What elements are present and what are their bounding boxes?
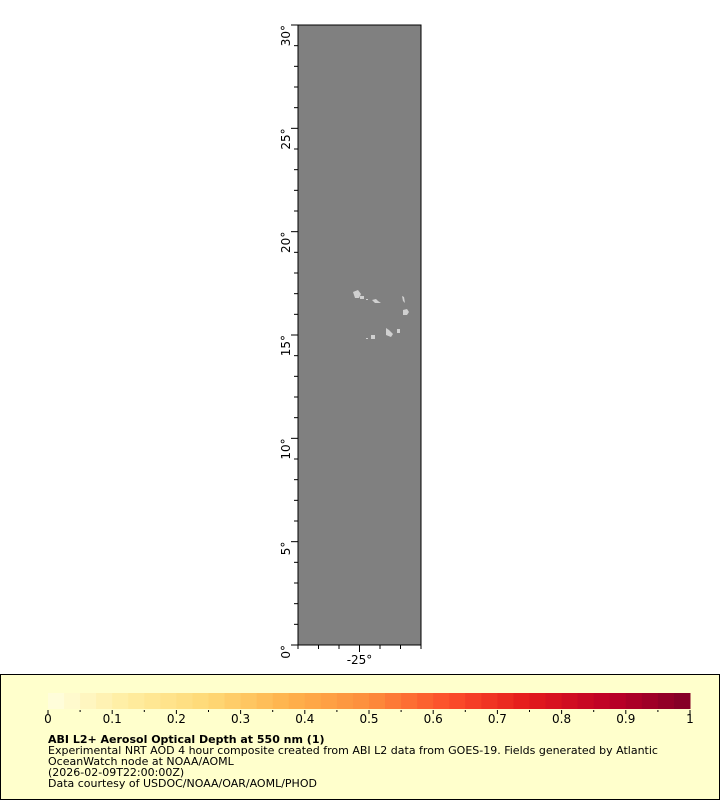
lat-tick-label: 5° — [279, 542, 293, 556]
colorbar-tick-label: 0.5 — [359, 712, 378, 726]
colorbar-segment — [545, 693, 563, 709]
colorbar-segment — [304, 693, 322, 709]
colorbar-segment — [609, 693, 627, 709]
colorbar-segment — [320, 693, 338, 709]
colorbar-segment — [385, 693, 402, 709]
colorbar-segment — [160, 693, 177, 709]
colorbar-segment — [192, 693, 209, 709]
colorbar-segment — [481, 693, 498, 709]
colorbar-tick-label: 0.6 — [424, 712, 443, 726]
colorbar-tick-label: 0.2 — [167, 712, 186, 726]
island — [371, 335, 375, 339]
colorbar-segment — [625, 693, 643, 709]
colorbar-segment — [80, 693, 97, 709]
map-plot: 0° 5° 10° 15° 20° 25° 30° -25° — [279, 24, 422, 667]
colorbar-segment — [352, 693, 370, 709]
colorbar-segment — [288, 693, 306, 709]
colorbar-segment — [208, 693, 226, 709]
island — [366, 338, 368, 339]
colorbar-segment — [369, 693, 386, 709]
island — [402, 296, 405, 303]
colorbar-segment — [497, 693, 514, 709]
ocean-area — [297, 24, 422, 646]
island — [353, 290, 361, 298]
colorbar-segment — [577, 693, 595, 709]
legend-title: ABI L2+ Aerosol Optical Depth at 550 nm … — [48, 733, 325, 746]
colorbar-segment — [272, 693, 290, 709]
legend-panel: 0 0.1 0.2 0.3 0.4 0.5 0.6 0.7 0.8 0.9 1 ABI L2+ Ae… — [0, 674, 720, 800]
lat-tick-label: 10° — [279, 438, 293, 459]
lat-tick-label: 20° — [279, 232, 293, 253]
colorbar-segment — [224, 693, 242, 709]
legend-time: (2026-02-09T22:00:00Z) — [48, 766, 185, 779]
lat-tick-label: 25° — [279, 128, 293, 149]
legend-description: Experimental NRT AOD 4 hour composite cr… — [48, 744, 658, 757]
colorbar-segment — [513, 693, 530, 709]
lon-tick-label: -25° — [347, 653, 373, 667]
colorbar-segment — [673, 693, 691, 709]
island — [372, 299, 381, 303]
colorbar-tick-label: 1 — [686, 712, 694, 726]
colorbar-segment — [336, 693, 354, 709]
colorbar-tick-label: 0 — [44, 712, 52, 726]
colorbar-segment — [256, 693, 274, 709]
colorbar-segment — [128, 693, 145, 709]
colorbar-segment — [449, 693, 466, 709]
colorbar-segment — [401, 693, 418, 709]
colorbar-segment — [433, 693, 450, 709]
colorbar-segment — [240, 693, 258, 709]
colorbar-segment — [48, 693, 65, 709]
lat-tick-label: 30° — [279, 25, 293, 46]
island — [360, 296, 364, 299]
colorbar: 0 0.1 0.2 0.3 0.4 0.5 0.6 0.7 0.8 0.9 1 — [44, 693, 694, 726]
island — [386, 328, 393, 337]
colorbar-segment — [465, 693, 482, 709]
island — [403, 309, 409, 315]
colorbar-segment — [144, 693, 161, 709]
colorbar-segment — [64, 693, 81, 709]
colorbar-segment — [529, 693, 547, 709]
colorbar-tick-label: 0.7 — [488, 712, 507, 726]
colorbar-segment — [657, 693, 675, 709]
island — [397, 329, 400, 333]
colorbar-tick-label: 0.8 — [552, 712, 571, 726]
cape-verde-islands — [353, 290, 409, 339]
lat-tick-label: 0° — [279, 645, 293, 659]
colorbar-segment — [641, 693, 659, 709]
colorbar-segment — [417, 693, 434, 709]
colorbar-tick-label: 0.3 — [231, 712, 250, 726]
island — [366, 299, 368, 300]
colorbar-tick-label: 0.4 — [295, 712, 314, 726]
colorbar-tick-label: 0.1 — [103, 712, 122, 726]
colorbar-segment — [176, 693, 193, 709]
colorbar-segment — [112, 693, 129, 709]
lat-tick-label: 15° — [279, 335, 293, 356]
colorbar-tick-label: 0.9 — [616, 712, 635, 726]
legend-credit: Data courtesy of USDOC/NOAA/OAR/AOML/PHO… — [48, 777, 317, 790]
colorbar-segment — [593, 693, 611, 709]
colorbar-segment — [96, 693, 113, 709]
colorbar-segment — [561, 693, 579, 709]
legend-description-cont: OceanWatch node at NOAA/AOML — [48, 755, 234, 768]
